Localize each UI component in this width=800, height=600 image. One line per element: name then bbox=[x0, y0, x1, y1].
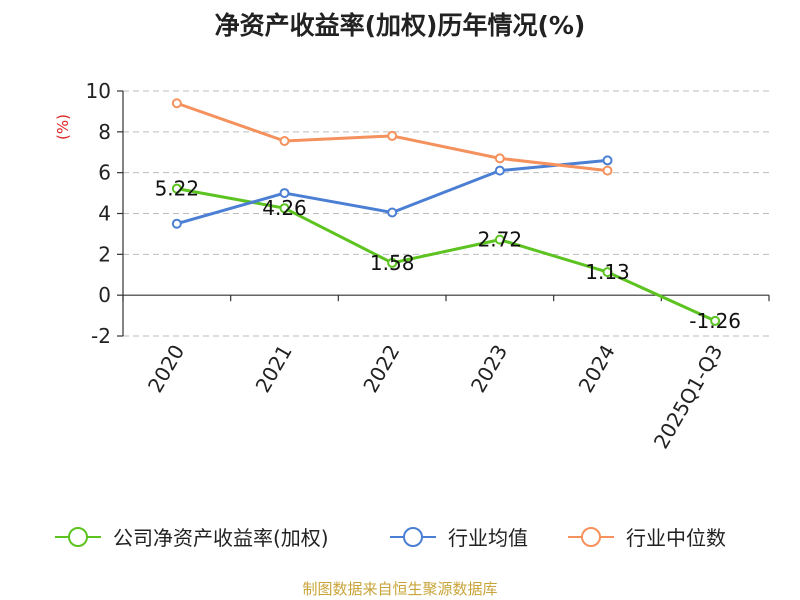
data-point bbox=[602, 165, 613, 176]
data-point bbox=[279, 188, 290, 199]
data-point bbox=[279, 136, 290, 147]
data-point bbox=[279, 203, 290, 214]
y-tick-label: -2 bbox=[91, 324, 111, 348]
data-point bbox=[171, 183, 182, 194]
legend-label: 行业中位数 bbox=[626, 526, 726, 550]
legend-marker bbox=[68, 527, 88, 547]
x-tick-label: 2025Q1-Q3 bbox=[649, 341, 728, 453]
data-point bbox=[494, 234, 505, 245]
data-label: 1.13 bbox=[585, 260, 630, 284]
data-label: 1.58 bbox=[370, 251, 415, 275]
data-label: -1.26 bbox=[689, 309, 741, 333]
x-tick-label: 2024 bbox=[574, 341, 620, 397]
data-point bbox=[171, 98, 182, 109]
y-tick-label: 0 bbox=[98, 283, 111, 307]
chart-title: 净资产收益率(加权)历年情况(%) bbox=[214, 11, 586, 40]
x-tick-label: 2022 bbox=[358, 341, 404, 397]
data-point bbox=[710, 315, 721, 326]
y-axis-label: (%) bbox=[54, 114, 72, 140]
data-point bbox=[602, 155, 613, 166]
data-label: 2.72 bbox=[478, 228, 523, 252]
data-point bbox=[602, 267, 613, 278]
legend-label: 公司净资产收益率(加权) bbox=[113, 526, 329, 550]
x-tick-label: 2021 bbox=[251, 341, 297, 397]
y-tick-label: 4 bbox=[98, 202, 111, 226]
y-tick-label: 8 bbox=[98, 120, 111, 144]
x-tick-label: 2023 bbox=[466, 341, 512, 397]
data-point bbox=[171, 218, 182, 229]
y-tick-label: 6 bbox=[98, 161, 111, 185]
data-point bbox=[387, 257, 398, 268]
series-line bbox=[176, 187, 716, 323]
data-label: 5.22 bbox=[155, 177, 200, 201]
legend-label: 行业均值 bbox=[448, 526, 528, 550]
data-point bbox=[387, 130, 398, 141]
data-label: 4.26 bbox=[262, 196, 307, 220]
data-point bbox=[494, 153, 505, 164]
source-note: 制图数据来自恒生聚源数据库 bbox=[302, 580, 498, 598]
legend-marker bbox=[403, 527, 423, 547]
data-point bbox=[387, 207, 398, 218]
y-tick-label: 10 bbox=[86, 79, 111, 103]
data-point bbox=[494, 165, 505, 176]
y-tick-label: 2 bbox=[98, 242, 111, 266]
x-tick-label: 2020 bbox=[143, 341, 189, 397]
legend-marker bbox=[581, 527, 601, 547]
